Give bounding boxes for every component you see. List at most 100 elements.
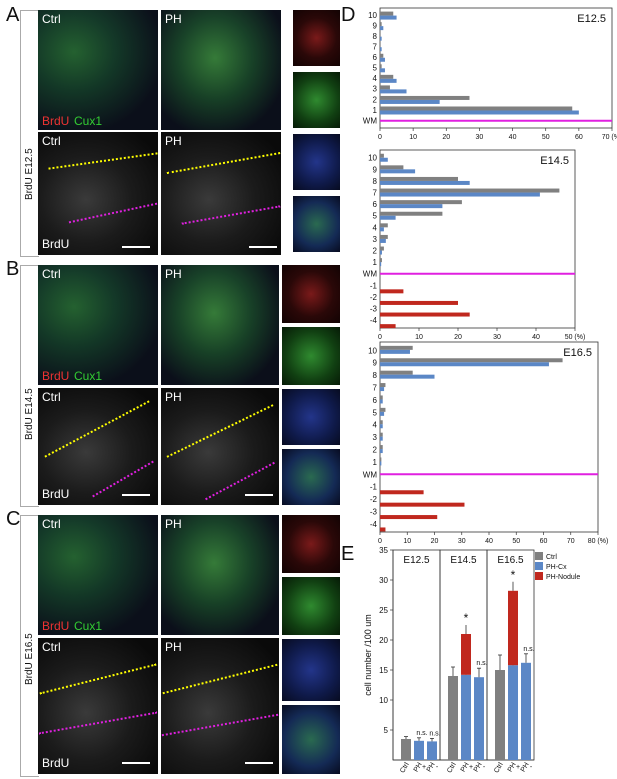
- bar-ph-nodule: [380, 527, 386, 532]
- annotation: *: [464, 611, 469, 625]
- bar-ctrl: [380, 188, 560, 193]
- x-tick-label: 60: [575, 134, 583, 141]
- label-ph: PH: [165, 390, 182, 404]
- category-label: 5: [373, 212, 378, 221]
- bar-ph-nodule: [380, 502, 465, 507]
- category-label: 1: [373, 106, 378, 115]
- thumb-b-green: [282, 327, 340, 385]
- annotation: n.s.: [523, 646, 534, 653]
- label-ctrl: Ctrl: [42, 12, 61, 26]
- x-category-mark: +: [422, 764, 426, 771]
- bar-ph-cx: [380, 362, 549, 367]
- label-cux1-green: Cux1: [74, 619, 103, 633]
- bar-ph-cx: [380, 436, 383, 441]
- chart-e-cell-number: cell number /100 um 5 10 15 20 25 30 35 E12.5 n.s…: [363, 546, 580, 774]
- label-brdu-red: BrdU: [42, 619, 70, 633]
- bar-ph-cx: [380, 204, 443, 209]
- thumb-c-red: [282, 515, 340, 573]
- image-a-ph-brdu: PH: [161, 132, 281, 255]
- bar: [508, 665, 518, 760]
- bar-ph-cx: [380, 68, 385, 73]
- category-label: 7: [373, 384, 378, 393]
- legend-label: Ctrl: [546, 554, 557, 561]
- category-label: 6: [373, 396, 378, 405]
- annotation: *: [511, 568, 516, 582]
- bar-ctrl: [380, 234, 388, 239]
- annotation: n.s.: [429, 730, 440, 737]
- bar-ph-cx: [380, 47, 382, 52]
- panel-letter-e: E: [341, 543, 355, 565]
- chart-title: E12.5: [577, 13, 606, 25]
- x-tick-label: 30: [476, 134, 484, 141]
- bar-ph-cx: [380, 15, 397, 20]
- bar-ph-cx: [380, 26, 384, 31]
- label-ctrl: Ctrl: [42, 517, 61, 531]
- bar-ph-cx: [380, 99, 440, 104]
- bar-ph-nodule: [380, 324, 396, 329]
- category-label: 9: [373, 165, 378, 174]
- x-category-label: Ctrl: [399, 761, 411, 774]
- x-tick-label: 50 (%): [565, 334, 586, 341]
- category-label: 3: [373, 433, 378, 442]
- row-a-bracket: [20, 10, 39, 257]
- bar-ctrl: [380, 457, 382, 462]
- x-category-label: PH: [520, 762, 531, 774]
- x-category-mark: +: [469, 764, 473, 771]
- image-c-ctrl-merge: Ctrl BrdU Cux1: [38, 515, 158, 635]
- category-label: 6: [373, 200, 378, 209]
- bar-ctrl: [380, 106, 573, 111]
- bar-ph-cx: [380, 449, 383, 454]
- y-tick-label: 35: [379, 546, 388, 555]
- bar-ph-cx: [380, 157, 388, 162]
- group-label: E14.5: [450, 555, 477, 566]
- bar-ph-cx: [380, 238, 386, 243]
- x-tick-label: 70: [567, 538, 575, 545]
- image-a-ctrl-merge: Ctrl BrdU Cux1: [38, 10, 158, 130]
- x-tick-label: 40: [485, 538, 493, 545]
- bar-ctrl: [380, 165, 404, 170]
- bar: [448, 676, 458, 760]
- image-b-ctrl-brdu: Ctrl BrdU: [38, 388, 158, 505]
- bar-ph-cx: [380, 461, 382, 466]
- x-tick-label: 60: [540, 538, 548, 545]
- bar-ph-cx: [380, 399, 383, 404]
- bar-ph-nodule: [380, 515, 438, 520]
- bar-ph-nodule: [380, 312, 470, 317]
- label-ph: PH: [165, 640, 182, 654]
- x-tick-label: 40: [532, 334, 540, 341]
- thumb-c-blue: [282, 639, 340, 701]
- label-ctrl: Ctrl: [42, 267, 61, 281]
- scale-bar: [122, 494, 150, 496]
- category-label: -2: [370, 293, 378, 302]
- scale-bar: [249, 246, 277, 248]
- bar: [521, 662, 531, 760]
- scale-bar: [245, 494, 273, 496]
- category-label: -1: [370, 483, 378, 492]
- x-category-label: PH: [413, 762, 424, 774]
- category-label: 1: [373, 458, 378, 467]
- x-tick-label: 20: [442, 134, 450, 141]
- thumb-a-green: [293, 72, 340, 128]
- scale-bar: [122, 246, 150, 248]
- thumb-b-blue: [282, 389, 340, 445]
- label-cux1-green: Cux1: [74, 369, 103, 383]
- category-label: 7: [373, 189, 378, 198]
- thumb-b-merge: [282, 449, 340, 505]
- panel-letter-d: D: [341, 4, 356, 26]
- thumb-c-merge: [282, 705, 340, 774]
- chart-d-e16-5: E16.5 10 9 8 7 6 5 4 3 2 1 WM -1 -2 -3 -4 0 10 20 30 40 50 60 7…: [363, 341, 608, 545]
- chart-d-e14-5: E14.5 10 9 8 7 6 5 4 3 2 1 WM -1 -2 -3 -4 0 10 20 30 40 50 (%…: [363, 149, 586, 341]
- bar-ctrl: [380, 345, 413, 350]
- bar-ph-cx: [380, 349, 410, 354]
- bar-ctrl: [380, 53, 384, 58]
- bar-ctrl: [380, 445, 383, 450]
- category-label: WM: [363, 116, 378, 125]
- chart-title: E14.5: [540, 155, 569, 167]
- category-label: WM: [363, 270, 378, 279]
- legend-swatch: [535, 552, 543, 560]
- label-ph: PH: [165, 267, 182, 281]
- bar-ctrl: [380, 95, 470, 100]
- category-label: WM: [363, 470, 378, 479]
- bar-ph-cx: [380, 57, 385, 62]
- category-label: 2: [373, 247, 378, 256]
